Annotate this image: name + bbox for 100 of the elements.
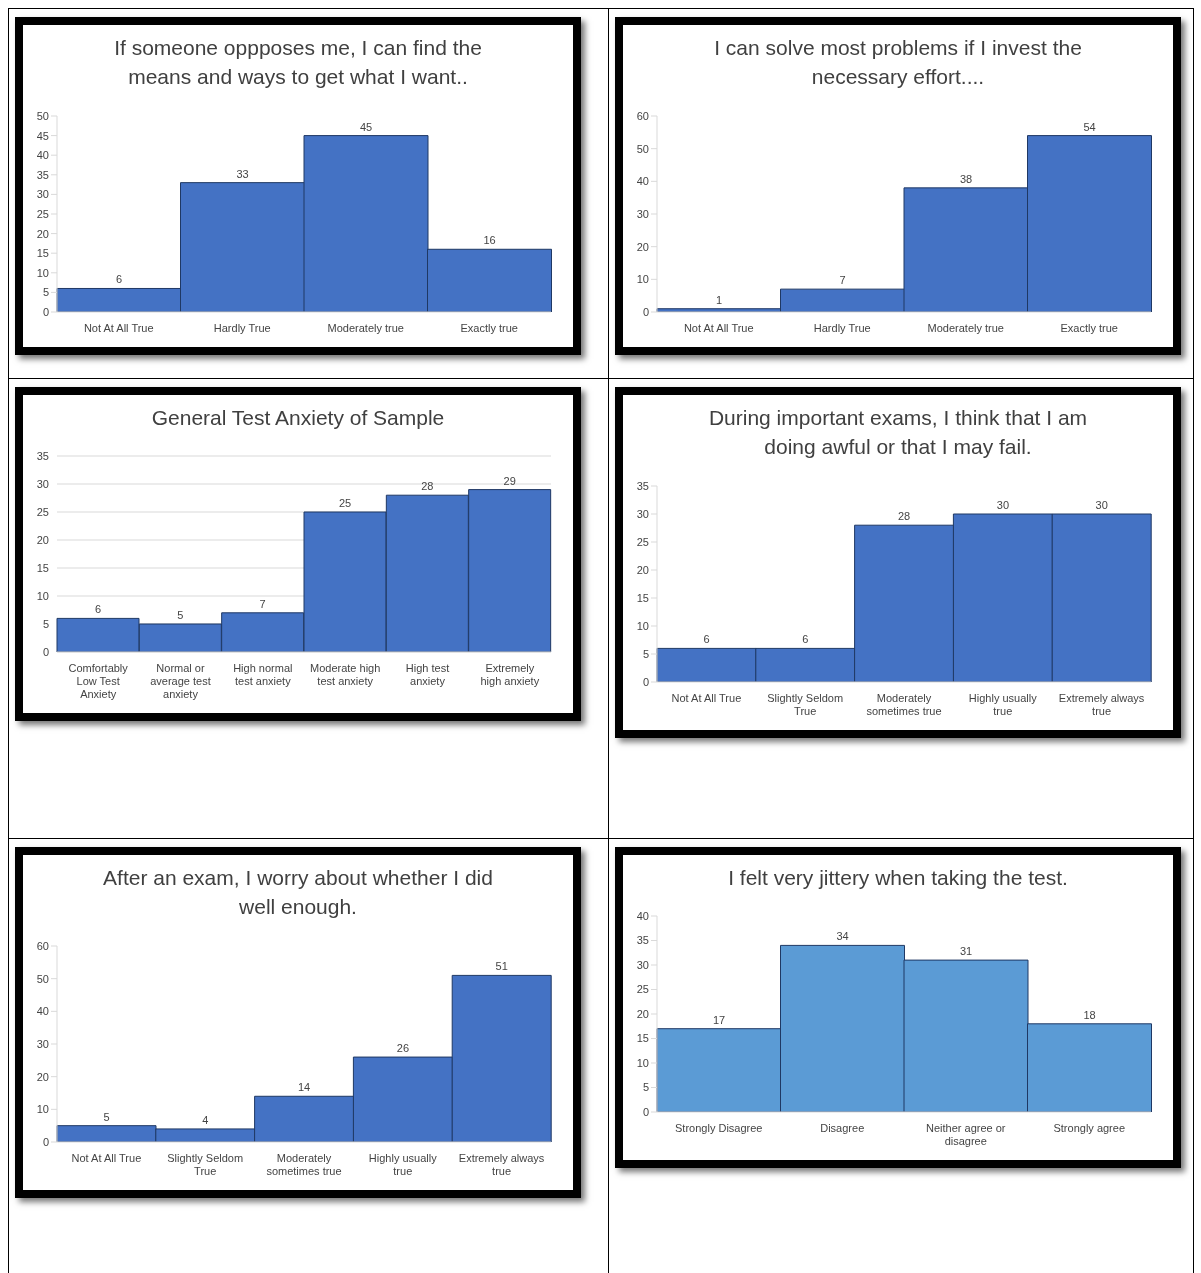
data-label: 6	[94, 603, 102, 616]
data-label: 25	[338, 497, 352, 510]
y-tick-label: 10	[636, 619, 649, 632]
data-label: 6	[115, 273, 123, 286]
y-tick-label: 40	[36, 148, 49, 161]
y-tick-label: 30	[636, 507, 649, 520]
y-tick-label: 15	[36, 562, 49, 575]
y-tick-label: 40	[636, 910, 649, 923]
data-label: 33	[236, 167, 249, 180]
data-label: 45	[359, 120, 373, 133]
x-tick-label: Disagree	[820, 1122, 865, 1135]
data-label: 6	[802, 633, 809, 646]
x-tick-label: Extremely always true	[458, 1151, 545, 1177]
data-label: 34	[836, 930, 849, 943]
y-tick-label: 25	[636, 983, 649, 996]
data-label: 28	[897, 509, 911, 522]
y-tick-label: 60	[36, 939, 49, 952]
y-tick-label: 50	[36, 109, 49, 122]
x-tick-label: Moderate high test anxiety	[310, 662, 381, 688]
data-label: 28	[421, 480, 434, 493]
data-label: 17	[712, 1014, 726, 1027]
y-tick-label: 15	[636, 1032, 649, 1045]
chart-title: General Test Anxiety of Sample	[150, 405, 446, 431]
y-tick-label: 30	[36, 478, 49, 491]
data-label: 30	[1095, 498, 1108, 511]
x-tick-label: Moderately true	[327, 321, 404, 334]
x-tick-label: High test anxiety	[405, 662, 450, 688]
y-tick-label: 30	[636, 207, 649, 220]
x-tick-label: Strongly Disagree	[675, 1122, 763, 1135]
y-tick-label: 60	[636, 109, 649, 122]
y-tick-label: 0	[642, 305, 649, 318]
x-tick-label: Normal or average test anxiety	[150, 662, 211, 701]
x-tick-label: Extremely high anxiety	[480, 662, 540, 688]
y-tick-label: 20	[36, 1070, 49, 1083]
y-tick-label: 30	[36, 188, 49, 201]
y-tick-label: 0	[42, 646, 49, 659]
y-tick-label: 25	[36, 506, 49, 519]
x-tick-label: Hardly True	[213, 321, 271, 334]
data-label: 54	[1083, 120, 1096, 133]
data-label: 51	[495, 960, 508, 973]
y-tick-label: 40	[36, 1005, 49, 1018]
x-tick-label: Not At All True	[71, 1151, 142, 1164]
y-tick-label: 0	[642, 675, 649, 688]
y-tick-label: 10	[636, 273, 649, 286]
data-label: 7	[259, 598, 266, 611]
y-tick-label: 20	[36, 534, 49, 547]
data-label: 38	[959, 172, 973, 185]
x-tick-label: Not At All True	[671, 691, 742, 704]
x-tick-label: Moderately sometimes true	[266, 1151, 342, 1177]
y-tick-label: 0	[642, 1106, 649, 1119]
data-label: 29	[503, 474, 516, 487]
y-tick-label: 35	[636, 934, 649, 947]
y-tick-label: 10	[636, 1057, 649, 1070]
x-tick-label: Slightly Seldom True	[167, 1151, 244, 1177]
y-tick-label: 35	[36, 168, 49, 181]
x-tick-label: Moderately sometimes true	[866, 691, 942, 717]
y-tick-label: 20	[636, 563, 649, 576]
y-tick-label: 35	[36, 450, 49, 463]
x-tick-label: Comfortably Low Test Anxiety	[68, 662, 129, 701]
x-tick-label: Exactly true	[460, 321, 518, 334]
y-tick-label: 50	[36, 972, 49, 985]
y-tick-label: 30	[636, 959, 649, 972]
y-tick-label: 45	[36, 129, 49, 142]
chart-title: During important exams, I think that I am doing awful or that I may fail.	[707, 405, 1089, 461]
y-tick-label: 0	[42, 305, 49, 318]
data-label: 4	[202, 1113, 209, 1126]
x-tick-label: Strongly agree	[1053, 1122, 1126, 1135]
y-tick-label: 10	[36, 1103, 49, 1116]
y-tick-label: 20	[36, 227, 49, 240]
x-tick-label: Neither agree or disagree	[926, 1122, 1006, 1148]
y-tick-label: 30	[36, 1037, 49, 1050]
y-tick-label: 5	[42, 618, 49, 631]
data-label: 26	[396, 1041, 410, 1054]
y-tick-label: 20	[636, 1008, 649, 1021]
chart-title: I felt very jittery when taking the test.	[727, 865, 1069, 891]
y-tick-label: 5	[642, 1081, 649, 1094]
data-label: 1	[715, 293, 723, 306]
x-tick-label: Highly usually true	[368, 1151, 438, 1177]
y-tick-label: 35	[636, 479, 649, 492]
chart-title: If someone oppposes me, I can find the means and ways to get what I want..	[113, 35, 483, 91]
x-tick-label: Exactly true	[1060, 321, 1118, 334]
y-tick-label: 10	[36, 266, 49, 279]
data-label: 6	[703, 633, 710, 646]
data-label: 31	[959, 945, 973, 958]
y-tick-label: 5	[42, 286, 49, 299]
x-tick-label: Not At All True	[83, 321, 154, 334]
y-tick-label: 5	[642, 647, 649, 660]
data-label: 16	[483, 234, 496, 247]
data-label: 30	[996, 498, 1010, 511]
data-label: 7	[839, 273, 846, 286]
chart-title: After an exam, I worry about whether I did well enough.	[102, 865, 494, 921]
y-tick-label: 25	[36, 207, 49, 220]
data-label: 5	[103, 1110, 110, 1123]
x-tick-label: Slightly Seldom True	[767, 691, 844, 717]
y-tick-label: 20	[636, 240, 649, 253]
x-tick-label: Highly usually true	[968, 691, 1038, 717]
y-tick-label: 25	[636, 535, 649, 548]
y-tick-label: 40	[636, 175, 649, 188]
chart-title: I can solve most problems if I invest the necessary effort....	[713, 35, 1083, 91]
y-tick-label: 10	[36, 590, 49, 603]
